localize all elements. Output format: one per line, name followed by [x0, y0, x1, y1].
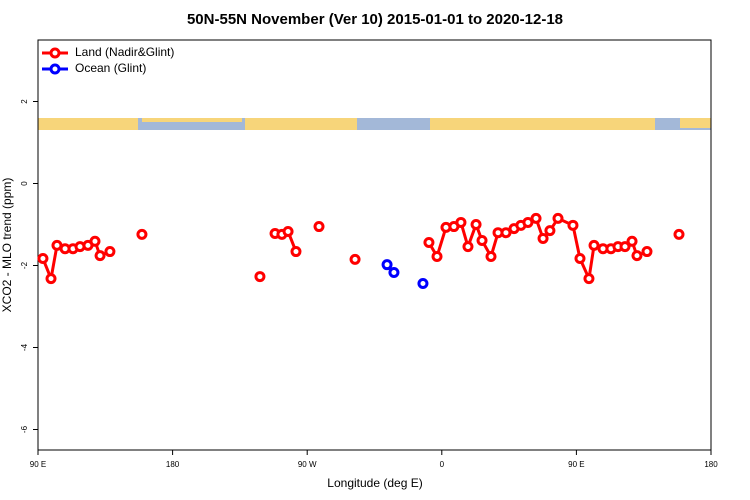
y-tick-label: -6: [20, 425, 29, 433]
x-tick-label: 90 W: [298, 460, 317, 469]
legend-marker: [49, 47, 61, 59]
x-tick-label: 90 E: [30, 460, 46, 469]
point: [522, 216, 534, 228]
point: [641, 246, 653, 258]
point: [455, 216, 467, 228]
point: [485, 250, 497, 262]
point: [104, 246, 116, 258]
legend-marker: [49, 63, 61, 75]
point: [136, 228, 148, 240]
point: [530, 212, 542, 224]
point: [583, 273, 595, 285]
point: [673, 228, 685, 240]
land-mask-strip: [38, 118, 711, 130]
y-tick-label: -4: [20, 343, 29, 351]
point: [94, 250, 106, 262]
x-axis-label: Longitude (deg E): [327, 476, 422, 490]
point: [290, 246, 302, 258]
point: [500, 227, 512, 239]
point: [37, 253, 49, 265]
point: [574, 253, 586, 265]
point: [544, 225, 556, 237]
x-tick-label: 90 E: [568, 460, 584, 469]
point: [431, 250, 443, 262]
point: [89, 235, 101, 247]
point: [254, 271, 266, 283]
plot-frame: [37, 39, 712, 451]
point: [588, 239, 600, 251]
point: [381, 259, 393, 271]
point: [552, 212, 564, 224]
point: [619, 241, 631, 253]
point: [537, 232, 549, 244]
point: [313, 221, 325, 233]
y-tick-label: 2: [20, 99, 29, 104]
point: [476, 234, 488, 246]
point: [631, 250, 643, 262]
point: [349, 253, 361, 265]
point: [388, 266, 400, 278]
y-axis-label: XCO2 - MLO trend (ppm): [0, 178, 14, 313]
chart-title: 50N-55N November (Ver 10) 2015-01-01 to …: [187, 11, 563, 28]
point: [462, 241, 474, 253]
point: [282, 225, 294, 237]
point: [423, 237, 435, 249]
legend-label: Land (Nadir&Glint): [75, 45, 174, 59]
x-tick-label: 0: [440, 460, 445, 469]
y-tick-label: 0: [20, 181, 29, 186]
point: [45, 273, 57, 285]
point: [626, 235, 638, 247]
point: [567, 219, 579, 231]
series-line: [43, 218, 679, 278]
x-tick-label: 180: [704, 460, 718, 469]
y-tick-label: -2: [20, 261, 29, 269]
point: [417, 278, 429, 290]
legend-label: Ocean (Glint): [75, 61, 146, 75]
point: [470, 219, 482, 230]
x-tick-label: 180: [166, 460, 180, 469]
